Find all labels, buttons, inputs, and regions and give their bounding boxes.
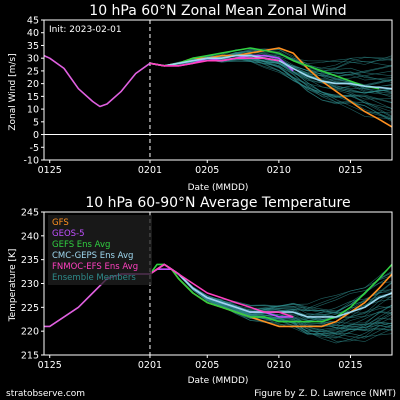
temp-y-ticks: 215 220 225 230 235 240 245 xyxy=(21,208,44,362)
chart-title: 10 hPa 60-90°N Average Temperature xyxy=(85,195,350,211)
y-tick-label: 230 xyxy=(21,279,39,290)
series-line xyxy=(149,47,380,90)
x-tick-label: 0215 xyxy=(338,360,362,371)
y-tick-label: 215 xyxy=(21,351,39,362)
ensemble-member-line xyxy=(149,52,393,86)
temp-x-ticks: 0125 0201 0205 0210 0215 xyxy=(38,355,363,371)
y-tick-label: 5 xyxy=(33,117,39,128)
y-tick-label: 220 xyxy=(21,327,39,338)
temp-x-axis-label: Date (MMDD) xyxy=(188,376,249,386)
y-tick-label: 25 xyxy=(27,66,39,77)
ensemble-member-line xyxy=(149,263,393,336)
ensemble-member-line xyxy=(149,263,393,333)
x-tick-label: 0201 xyxy=(138,165,162,176)
wind-x-axis-label: Date (MMDD) xyxy=(188,183,249,193)
wind-y-axis-label: Zonal Wind [m/s] xyxy=(8,53,18,130)
wind-plot-frame xyxy=(43,19,393,161)
legend-entry: GEOS-5 xyxy=(52,229,85,239)
y-tick-label: 10 xyxy=(27,105,39,116)
x-tick-label: 0210 xyxy=(267,360,291,371)
y-tick-label: 0 xyxy=(33,130,39,141)
x-tick-label: 0125 xyxy=(38,165,62,176)
y-tick-label: 30 xyxy=(27,54,39,65)
y-tick-label: -5 xyxy=(30,143,39,154)
x-tick-label: 0205 xyxy=(195,165,219,176)
ensemble-member-line xyxy=(149,264,393,344)
legend-box xyxy=(48,215,152,285)
wind-annotation: Init: 2023-02-01 xyxy=(49,25,122,35)
x-tick-label: 0201 xyxy=(138,360,162,371)
legend-entry: FNMOC-EFS Ens Avg xyxy=(52,262,138,272)
legend-entry: GEFS Ens Avg xyxy=(52,240,110,250)
wind-chart-gridlines xyxy=(44,20,392,160)
y-tick-label: 240 xyxy=(21,231,39,242)
wind-series-lines xyxy=(43,47,393,128)
x-tick-label: 0205 xyxy=(195,360,219,371)
series-line xyxy=(149,268,294,318)
x-tick-label: 0125 xyxy=(38,360,62,371)
series-line xyxy=(43,54,151,108)
y-tick-label: 15 xyxy=(27,92,39,103)
y-tick-label: 40 xyxy=(27,28,39,39)
footer-source: stratobserve.com xyxy=(6,389,85,399)
x-tick-label: 0215 xyxy=(338,165,362,176)
temp-y-axis-label: Temperature [K] xyxy=(8,249,18,323)
y-tick-label: 245 xyxy=(21,208,39,219)
legend-entry: Ensemble Members xyxy=(52,273,136,283)
series-line xyxy=(149,263,294,318)
ensemble-member-line xyxy=(149,57,393,120)
y-tick-label: 20 xyxy=(27,79,39,90)
wind-x-ticks: 0125 0201 0205 0210 0215 xyxy=(38,160,363,176)
footer-credit: Figure by Z. D. Lawrence (NMT) xyxy=(254,389,396,399)
temp-ensemble-members xyxy=(149,263,393,344)
y-tick-label: 35 xyxy=(27,41,39,52)
chart-title: 10 hPa 60°N Zonal Mean Zonal Wind xyxy=(89,3,346,19)
y-tick-label: 225 xyxy=(21,303,39,314)
series-line xyxy=(149,57,280,67)
y-tick-label: -10 xyxy=(23,156,39,167)
x-tick-label: 0210 xyxy=(267,165,291,176)
temp-series-lines xyxy=(44,263,393,328)
legend-entry: GFS xyxy=(52,218,69,228)
y-tick-label: 235 xyxy=(21,255,39,266)
legend-entry: CMC-GEPS Ens Avg xyxy=(52,251,133,261)
y-tick-label: 45 xyxy=(27,16,39,27)
ensemble-member-line xyxy=(149,59,393,121)
